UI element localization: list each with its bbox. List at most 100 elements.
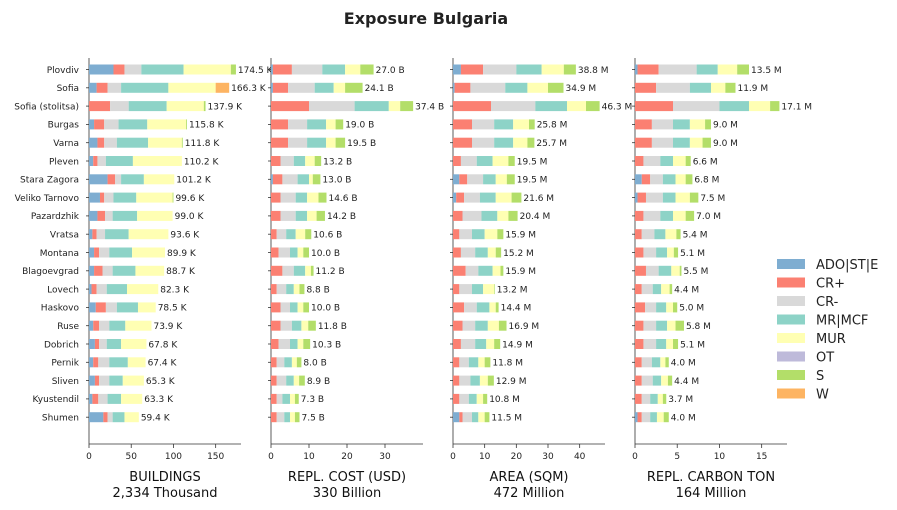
bar-segment-cr-	[113, 64, 125, 75]
bar-segment-cr-	[99, 247, 110, 258]
bar-segment-s	[673, 302, 678, 313]
bar-segment-cr-	[276, 375, 287, 386]
bar-segment-s	[511, 192, 522, 203]
bar-segment-mur	[293, 375, 300, 386]
legend-swatch	[777, 296, 805, 306]
bar-segment-cr-	[635, 137, 652, 148]
bar-segment-mr-mcf	[650, 393, 658, 404]
bar-segment-mur	[675, 192, 690, 203]
bar-segment-cr-	[271, 101, 309, 112]
category-label: Montana	[40, 249, 79, 259]
bar-segment-cr-	[643, 320, 657, 331]
bar-segment-cr-	[635, 320, 644, 331]
bar-segment-cr-	[272, 82, 289, 93]
bar-segment-s	[675, 320, 684, 331]
bar-value-label: 88.7 K	[166, 267, 196, 277]
bar-segment-cr-	[97, 137, 105, 148]
bar-value-label: 15.2 M	[503, 249, 534, 259]
bar-segment-mr-mcf	[118, 119, 148, 130]
bar-segment-mr-mcf	[109, 375, 123, 386]
bar-segment-mur	[667, 247, 674, 258]
bar-segment-mr-mcf	[291, 320, 302, 331]
bar-segment-cr-	[491, 101, 536, 112]
bar-segment-s	[586, 101, 600, 112]
bar-segment-mur	[487, 320, 499, 331]
bar-segment-mr-mcf	[112, 210, 138, 221]
bar-segment-mur	[478, 357, 485, 368]
bar-segment-cr-	[459, 229, 472, 240]
bar-segment-s	[663, 412, 669, 423]
bar-segment-mr-mcf	[654, 229, 666, 240]
bar-value-label: 38.8 M	[578, 66, 609, 76]
bar-value-label: 5.0 M	[679, 304, 704, 314]
bar-segment-cr-	[453, 320, 463, 331]
bar-segment-mur	[307, 210, 317, 221]
bar-segment-mr-mcf	[656, 302, 667, 313]
bar-segment-cr-	[641, 174, 651, 185]
bar-segment-cr-	[464, 192, 480, 203]
bar-segment-mr-mcf	[105, 156, 133, 166]
bar-segment-cr-	[643, 247, 657, 258]
bar-segment-cr-	[453, 137, 472, 148]
bar-segment-mur	[479, 375, 488, 386]
bar-segment-cr-	[453, 229, 460, 240]
bar-segment-cr-	[99, 375, 110, 386]
bar-segment-s	[303, 339, 311, 349]
bar-segment-mur	[168, 82, 216, 93]
bar-segment-mur	[137, 210, 173, 221]
bar-segment-mur	[666, 302, 673, 313]
bar-segment-cr-	[459, 284, 472, 295]
bar-segment-ado-st-e	[89, 156, 94, 166]
bar-segment-mur	[667, 320, 676, 331]
bar-value-label: 14.4 M	[501, 304, 532, 314]
category-label: Pleven	[49, 157, 79, 167]
bar-value-label: 5.1 M	[680, 340, 705, 350]
bar-segment-mr-mcf	[483, 174, 496, 185]
bar-segment-mr-mcf	[109, 320, 126, 331]
bar-segment-cr-	[643, 339, 657, 349]
category-label: Dobrich	[44, 340, 79, 350]
bar-segment-cr-	[459, 393, 469, 404]
bar-segment-cr-	[99, 192, 105, 203]
bar-segment-cr-	[271, 339, 279, 349]
panel-2: 0 10 20 30 40 AREA (SQM)472 Million 38.8 M 34.9…	[450, 58, 632, 501]
category-label: Haskovo	[41, 304, 80, 314]
bar-segment-mur	[492, 265, 501, 276]
bar-value-label: 11.8 B	[318, 322, 347, 332]
bar-segment-mr-mcf	[121, 174, 144, 185]
bar-segment-mur	[125, 320, 152, 331]
bar-segment-mur	[166, 101, 204, 112]
bar-segment-ado-st-e	[89, 375, 95, 386]
bar-segment-cr-	[460, 64, 484, 75]
bar-segment-mur	[297, 339, 304, 349]
bar-segment-cr-	[271, 412, 277, 423]
bar-segment-mr-mcf	[656, 247, 668, 258]
bar-segment-s	[345, 82, 363, 93]
bar-segment-mr-mcf	[284, 357, 292, 368]
x-tick-label: 5	[674, 452, 680, 462]
bar-segment-mr-mcf	[109, 247, 133, 258]
bar-segment-mur	[137, 302, 156, 313]
legend-swatch	[777, 277, 805, 288]
category-label: Pazardzhik	[31, 212, 80, 222]
bar-segment-mur	[333, 82, 346, 93]
x-tick-label: 10	[303, 452, 315, 462]
bar-segment-cr-	[107, 82, 122, 93]
bar-segment-mr-mcf	[662, 174, 676, 185]
bar-segment-cr-	[635, 339, 644, 349]
bar-segment-mur	[295, 229, 306, 240]
bar-segment-mur	[497, 210, 509, 221]
bar-segment-mur	[675, 174, 686, 185]
bar-segment-mur	[495, 192, 512, 203]
x-tick-label: 10	[714, 452, 726, 462]
bar-segment-cr-	[271, 119, 289, 130]
bar-segment-mur	[127, 357, 146, 368]
bar-segment-cr-	[93, 156, 98, 166]
bar-segment-mr-mcf	[322, 64, 346, 75]
x-tick-label: 10	[479, 452, 491, 462]
legend-label: CR+	[816, 277, 845, 292]
bar-segment-s	[548, 82, 564, 93]
x-axis-subtitle: 330 Billion	[313, 486, 382, 501]
bar-segment-cr-	[93, 320, 100, 331]
